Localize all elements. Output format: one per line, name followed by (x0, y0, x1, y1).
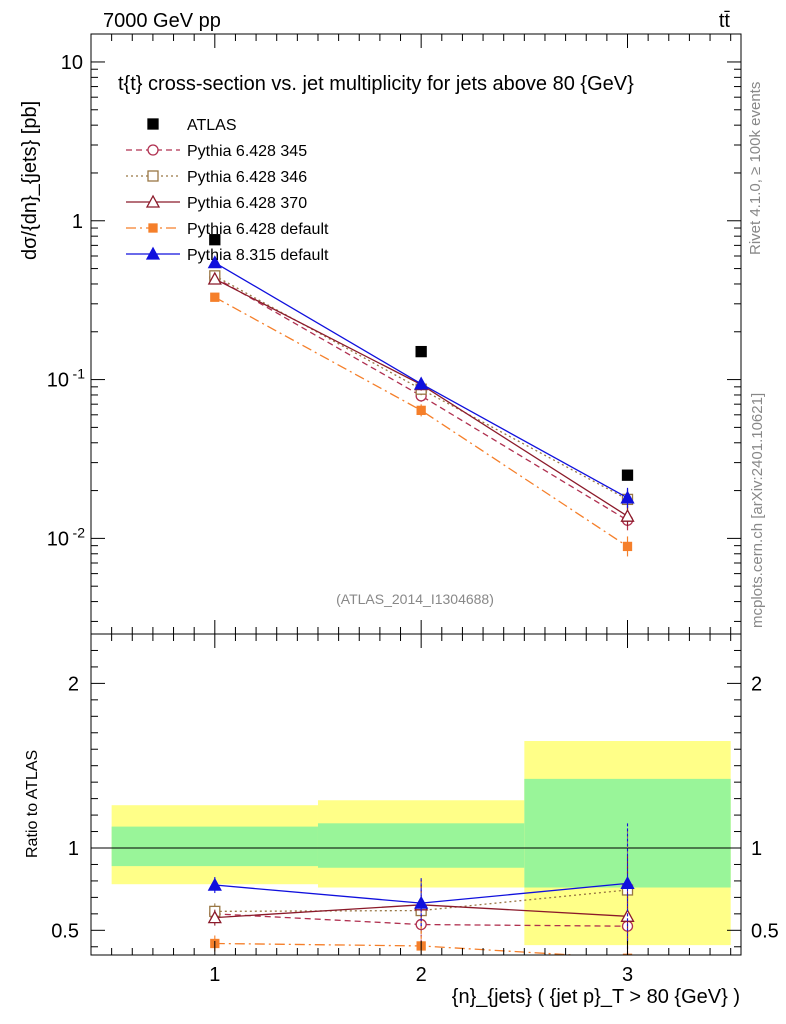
series-pythia-8-315-default (207, 255, 635, 508)
y-tick-exponent: -2 (73, 524, 86, 540)
source-label: mcplots.cern.ch [arXiv:2401.10621] (749, 393, 766, 628)
legend-label: Pythia 6.428 346 (187, 169, 307, 186)
series-pythia-6-428-default (210, 292, 633, 557)
process-label: 7000 GeV pp (103, 10, 221, 32)
legend-label: Pythia 6.428 370 (187, 195, 307, 212)
ratio-y-tick-label: 1 (68, 838, 79, 860)
data-point (621, 469, 634, 481)
data-point (414, 376, 429, 390)
ratio-frame (90, 633, 742, 956)
x-tick-label: 3 (622, 964, 633, 986)
y-tick-label: 10 (47, 370, 69, 392)
series-atlas (209, 234, 634, 481)
data-point (207, 271, 222, 285)
ratio-point (414, 895, 429, 909)
y-tick-label: 1 (72, 211, 83, 233)
ratio-y-tick-label-right: 0.5 (751, 920, 779, 942)
main-plot-panel: t{t} cross-section vs. jet multiplicity … (19, 33, 742, 635)
ratio-y-label: Ratio to ATLAS (24, 750, 41, 858)
x-tick-label: 2 (416, 964, 427, 986)
legend-marker (148, 223, 158, 233)
y-tick-label: 10 (47, 528, 69, 550)
series-pythia-6-428-345 (209, 271, 634, 531)
x-axis-label: {n}_{jets} ( {jet p}_T > 80 {GeV} ) (452, 986, 740, 1008)
legend-marker (145, 194, 161, 208)
uncertainty-band-green (111, 826, 318, 867)
ratio-point (207, 877, 222, 891)
data-point (622, 541, 633, 552)
legend-entry-pythia-6-428-default: Pythia 6.428 default (126, 221, 329, 238)
ratio-point (620, 876, 635, 890)
main-y-label: dσ/{dn}_{jets} [pb] (19, 101, 41, 260)
legend-marker (147, 118, 159, 130)
ratio-y-tick-label-right: 1 (751, 838, 762, 860)
legend-label: Pythia 6.428 default (187, 221, 329, 238)
legend-label: ATLAS (187, 117, 237, 134)
data-point (209, 234, 221, 246)
ratio-point (207, 910, 222, 924)
legend-marker (147, 144, 159, 156)
data-point (416, 405, 426, 416)
legend-label: Pythia 8.315 default (187, 247, 329, 264)
data-point (210, 292, 220, 302)
legend: ATLAS Pythia 6.428 345 Pythia 6.428 346 Pyt… (126, 117, 329, 264)
y-tick-exponent: -1 (73, 366, 86, 382)
ratio-y-tick-label-right: 2 (751, 673, 762, 695)
data-point (620, 490, 635, 504)
legend-entry-pythia-8-315-default: Pythia 8.315 default (126, 246, 329, 264)
y-tick-label: 10 (61, 52, 83, 74)
uncertainty-band-green (317, 823, 525, 868)
ratio-plot-panel: Ratio to ATLAS {n}_{jets} ( {jet p}_T > … (24, 633, 779, 1008)
main-watermark: (ATLAS_2014_I1304688) (336, 591, 494, 607)
legend-entry-pythia-6-428-345: Pythia 6.428 345 (126, 143, 307, 160)
legend-marker (145, 246, 161, 260)
ratio-series-pythia-8-315-default (207, 823, 635, 944)
main-title: t{t} cross-section vs. jet multiplicity … (118, 73, 634, 95)
legend-entry-pythia-6-428-346: Pythia 6.428 346 (126, 169, 307, 186)
data-point (415, 345, 427, 358)
legend-label: Pythia 6.428 345 (187, 143, 307, 160)
legend-marker (147, 170, 159, 182)
data-point (207, 255, 222, 269)
ratio-y-tick-label: 2 (68, 673, 79, 695)
process-symbol: tt̄ (719, 10, 731, 32)
legend-entry-pythia-6-428-370: Pythia 6.428 370 (126, 194, 307, 212)
legend-entry-atlas: ATLAS (147, 117, 237, 134)
ratio-y-tick-label: 0.5 (51, 920, 79, 942)
series-line (214, 296, 628, 547)
rivet-label: Rivet 4.1.0, ≥ 100k events (747, 82, 764, 255)
ratio-line (214, 913, 628, 927)
x-tick-label: 1 (209, 964, 220, 986)
data-point (620, 508, 635, 522)
